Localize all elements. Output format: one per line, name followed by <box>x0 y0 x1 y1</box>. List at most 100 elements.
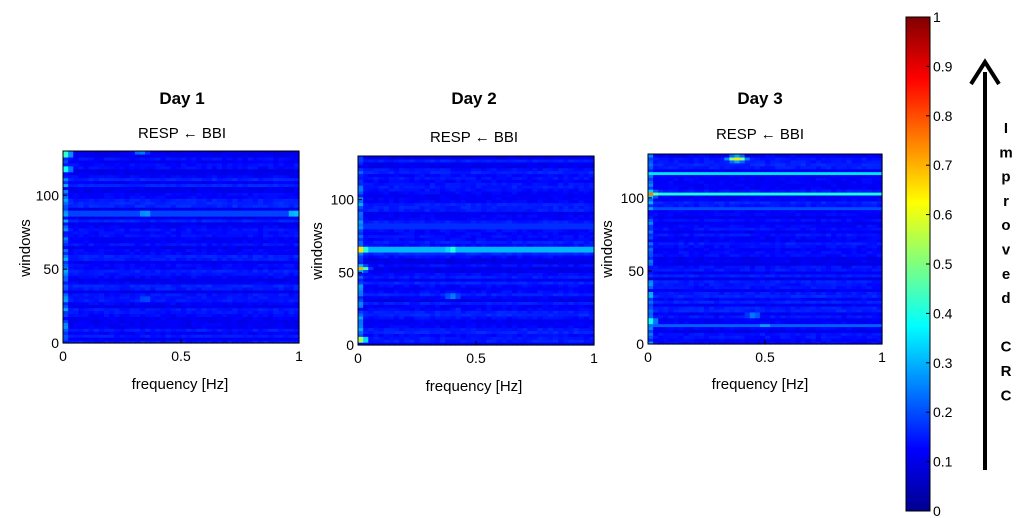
heatmap-cell <box>160 174 167 179</box>
heatmap-cell <box>211 189 218 193</box>
heatmap-cell <box>568 219 575 224</box>
heatmap-cell <box>119 263 126 267</box>
heatmap-cell <box>404 257 410 262</box>
heatmap-cell <box>501 269 508 273</box>
heatmap-cell <box>78 210 85 214</box>
heatmap-cell <box>78 201 85 205</box>
heatmap-cell <box>211 313 218 318</box>
heatmap-cell <box>252 192 259 196</box>
heatmap-cell <box>578 240 585 244</box>
heatmap-cell <box>78 337 85 341</box>
heatmap-cell <box>383 237 390 241</box>
heatmap-cell <box>578 318 585 323</box>
heatmap-cell <box>278 307 285 312</box>
heatmap-cell <box>434 266 441 270</box>
heatmap-cell <box>247 272 254 276</box>
heatmap-cell <box>288 310 295 315</box>
heatmap-cell <box>378 278 385 282</box>
heatmap-cell <box>278 286 285 291</box>
heatmap-cell <box>129 165 136 170</box>
heatmap-cell <box>63 189 69 193</box>
heatmap-cell <box>522 263 528 268</box>
heatmap-cell <box>434 222 441 227</box>
heatmap-cell <box>445 249 451 253</box>
heatmap-cell <box>160 221 167 226</box>
heatmap-cell <box>527 310 534 314</box>
heatmap-cell <box>206 171 213 176</box>
heatmap-cell <box>160 189 167 193</box>
heatmap-cell <box>496 321 503 326</box>
heatmap-cell <box>358 225 364 230</box>
heatmap-cell <box>257 283 264 288</box>
heatmap-cell <box>145 254 151 258</box>
heatmap-cell <box>186 322 192 326</box>
heatmap-cell <box>237 301 244 306</box>
heatmap-cell <box>283 310 290 315</box>
heatmap-cell <box>134 207 141 211</box>
heatmap-cell <box>414 243 421 247</box>
heatmap-cell <box>288 189 295 193</box>
heatmap-cell <box>445 324 451 329</box>
heatmap-cell <box>186 269 192 273</box>
heatmap-cell <box>155 313 162 318</box>
heatmap-cell <box>247 257 254 261</box>
heatmap-cell <box>73 239 79 244</box>
heatmap-cell <box>98 213 105 217</box>
heatmap-cell <box>124 221 131 226</box>
heatmap-cell <box>216 319 223 323</box>
heatmap-cell <box>201 210 208 214</box>
heatmap-cell <box>145 153 151 158</box>
heatmap-cell <box>227 260 233 264</box>
heatmap-cell <box>145 286 151 291</box>
heatmap-cell <box>88 322 95 326</box>
heatmap-cell <box>104 280 110 285</box>
heatmap-cell <box>98 263 105 267</box>
heatmap-cell <box>232 266 239 270</box>
heatmap-cell <box>165 224 172 229</box>
heatmap-cell <box>527 219 534 224</box>
heatmap-cell <box>88 218 95 223</box>
heatmap-cell <box>63 156 69 161</box>
heatmap-cell <box>429 313 436 317</box>
heatmap-cell <box>537 260 544 265</box>
heatmap-cell <box>511 246 518 250</box>
heatmap-cell <box>186 215 192 220</box>
heatmap-cell <box>414 257 421 262</box>
heatmap-cell <box>191 230 197 235</box>
heatmap-cell <box>104 180 110 185</box>
heatmap-cell <box>404 304 410 308</box>
heatmap-cell <box>160 292 167 297</box>
heatmap-cell <box>222 218 228 223</box>
heatmap-cell <box>378 324 385 329</box>
heatmap-cell <box>150 325 156 329</box>
heatmap-cell <box>129 325 136 329</box>
heatmap-cell <box>263 195 269 199</box>
heatmap-cell <box>429 315 436 320</box>
heatmap-cell <box>222 286 228 291</box>
heatmap-cell <box>373 310 380 314</box>
heatmap-cell <box>532 313 539 317</box>
heatmap-cell <box>506 219 513 224</box>
heatmap-cell <box>532 272 539 276</box>
heatmap-cell <box>496 249 503 253</box>
heatmap-cell <box>104 151 110 155</box>
heatmap-cell <box>211 289 218 294</box>
heatmap-cell <box>201 260 208 264</box>
heatmap-cell <box>186 159 192 164</box>
heatmap-cell <box>419 283 426 288</box>
heatmap-cell <box>268 236 274 241</box>
heatmap-cell <box>98 289 105 294</box>
heatmap-cell <box>527 324 534 329</box>
heatmap-cell <box>547 254 554 259</box>
heatmap-cell <box>129 218 136 223</box>
heatmap-cell <box>114 236 121 241</box>
heatmap-cell <box>573 269 580 273</box>
heatmap-cell <box>460 278 467 282</box>
heatmap-cell <box>542 281 549 285</box>
heatmap-cell <box>501 333 508 337</box>
heatmap-cell <box>257 215 264 220</box>
heatmap-cell <box>368 257 374 262</box>
heatmap-cell <box>242 307 249 312</box>
heatmap-cell <box>237 207 244 211</box>
heatmap-cell <box>170 275 177 279</box>
